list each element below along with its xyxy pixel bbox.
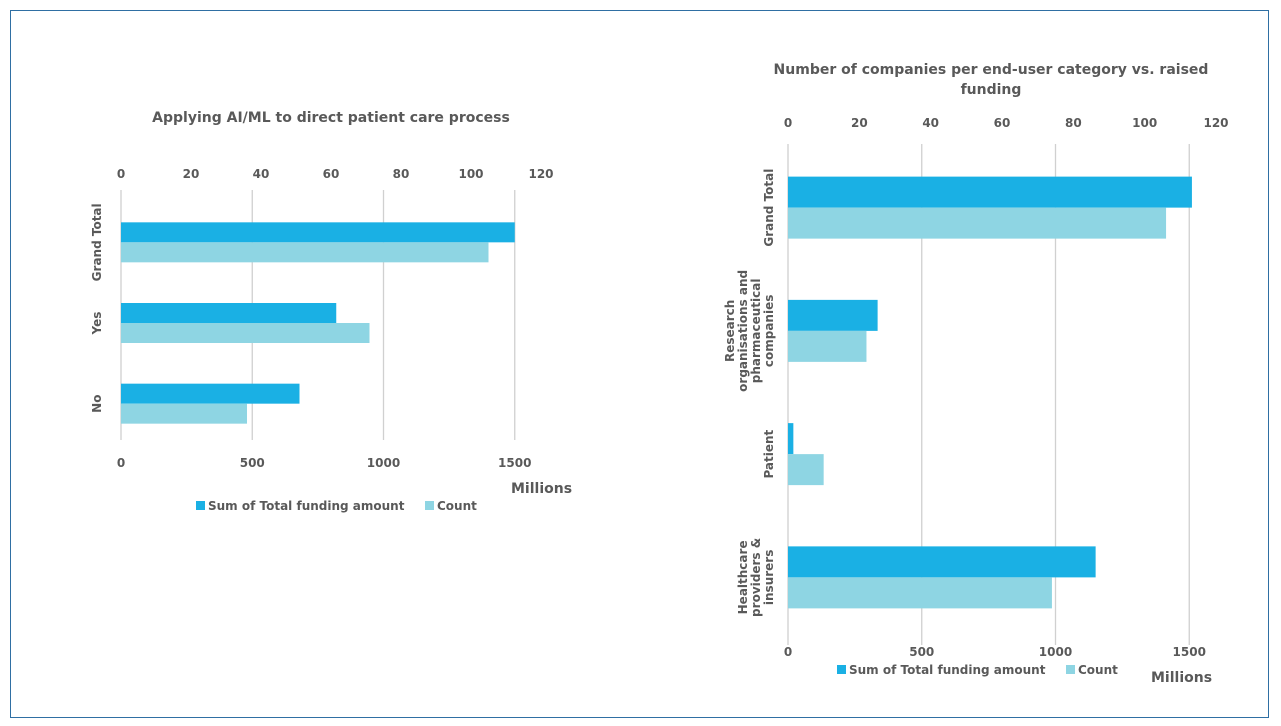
category-label: No [90,395,104,413]
top-tick-label: 20 [183,167,200,181]
bar-funding [121,303,337,323]
bar-count [121,323,370,343]
bar-count [121,242,489,263]
category-label: Yes [90,312,104,336]
bar-count [121,403,247,424]
top-tick-label: 80 [1065,116,1082,130]
category-label: Healthcareproviders &insurers [736,538,776,617]
top-tick-label: 40 [253,167,270,181]
charts-canvas: Applying AI/ML to direct patient care pr… [90,62,1229,686]
chart-1: Applying AI/ML to direct patient care pr… [90,110,572,513]
top-tick-label: 100 [458,167,483,181]
bar-funding [788,176,1192,208]
top-tick-label: 120 [528,167,553,181]
category-label: Grand Total [90,203,104,281]
chart-2: Number of companies per end-user categor… [723,62,1229,686]
bar-funding [788,299,878,331]
legend-label: Count [437,499,477,513]
chart-title: Applying AI/ML to direct patient care pr… [152,110,510,126]
top-tick-label: 100 [1132,116,1157,130]
bar-funding [121,222,515,243]
figure-frame: Applying AI/ML to direct patient care pr… [10,10,1269,718]
bottom-tick-label: 1000 [367,456,400,470]
bar-count [788,207,1167,239]
category-label: Grand Total [762,169,776,247]
bar-funding [121,383,300,404]
top-tick-label: 80 [393,167,410,181]
bottom-tick-label: 500 [240,456,265,470]
category-label: Patient [762,429,776,478]
bar-count [788,454,824,486]
bottom-tick-label: 1500 [498,456,531,470]
bottom-tick-label: 0 [117,456,125,470]
bottom-tick-label: 1500 [1173,645,1206,659]
legend-label: Count [1078,663,1118,677]
top-tick-label: 120 [1203,116,1228,130]
top-tick-label: 0 [784,116,792,130]
legend-label: Sum of Total funding amount [849,663,1046,677]
legend-swatch [1066,665,1075,674]
bar-funding [788,546,1096,578]
category-label: Researchorganisations andpharmaceuticalc… [723,270,776,392]
legend-swatch [425,501,434,510]
axis-unit-label: Millions [511,481,572,497]
top-tick-label: 20 [851,116,868,130]
bar-count [788,330,867,362]
chart-title: Number of companies per end-user categor… [774,62,1209,98]
top-tick-label: 40 [922,116,939,130]
legend-label: Sum of Total funding amount [208,499,405,513]
top-tick-label: 60 [323,167,340,181]
bottom-tick-label: 1000 [1039,645,1072,659]
legend-swatch [837,665,846,674]
bottom-tick-label: 500 [909,645,934,659]
legend-swatch [196,501,205,510]
top-tick-label: 0 [117,167,125,181]
axis-unit-label: Millions [1151,670,1212,686]
top-tick-label: 60 [994,116,1011,130]
bar-count [788,577,1052,609]
bar-funding [788,423,794,455]
bottom-tick-label: 0 [784,645,792,659]
